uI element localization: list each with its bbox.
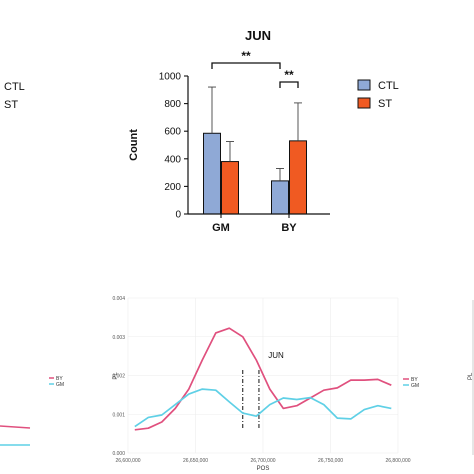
left-legend-st-label: ST [4, 99, 18, 111]
significance-bracket [211, 62, 281, 69]
line-xtick-label: 26,800,000 [385, 458, 410, 464]
line-series-by [134, 327, 392, 431]
bar-ytick-label: 0 [175, 210, 181, 221]
legend-label-st: ST [378, 98, 392, 110]
line-ytick-label: 0.000 [112, 451, 125, 457]
right-partial-panel: PL [468, 300, 474, 455]
line-ytick-label: 0.004 [112, 296, 125, 302]
legend-label-ctl: CTL [378, 80, 399, 92]
line-xtick-label: 26,750,000 [318, 458, 343, 464]
line-xtick-label: 26,700,000 [250, 458, 275, 464]
left-legend-gm-label: GM [56, 382, 64, 388]
significance-label: ** [284, 68, 294, 82]
bar-chart-title: JUN [245, 28, 271, 43]
bar-xtick-label: BY [281, 222, 297, 234]
line-xtick-label: 26,650,000 [183, 458, 208, 464]
significance-label: ** [241, 49, 251, 63]
line-ytick-label: 0.001 [112, 412, 125, 418]
bar-ytick-label: 1000 [159, 72, 182, 83]
bar-ytick-label: 400 [164, 154, 181, 165]
bar-chart: JUN Count 0 200 400 600 800 1000 GM BY ** ** CT… [128, 28, 399, 234]
bar-ytick-label: 800 [164, 99, 181, 110]
line-xlabel: POS [257, 466, 270, 472]
bar-chart-ylabel: Count [128, 129, 140, 161]
right-partial-ylabel: PL [468, 372, 474, 380]
bar-gm-ctl [203, 132, 221, 215]
line-xtick-label: 26,600,000 [115, 458, 140, 464]
left-legend-ctl-label: CTL [4, 81, 25, 93]
left-partial-panel: CTL ST BY GM [0, 81, 64, 446]
bar-by-ctl [271, 180, 289, 215]
bar-gm-st [221, 161, 239, 215]
bar-by-st [289, 140, 307, 215]
legend-swatch-st [357, 97, 371, 109]
line-series-gm [134, 388, 392, 428]
line-ytick-label: 0.002 [112, 374, 125, 380]
line-legend-label-by: BY [411, 377, 418, 383]
line-annotation: JUN [268, 351, 284, 360]
line-ylabel: PL [113, 372, 119, 380]
bar-ytick-label: 600 [164, 127, 181, 138]
bar-xtick-label: GM [212, 222, 230, 234]
left-legend-by-label: BY [56, 376, 63, 382]
left-line-pink-stub [0, 425, 31, 429]
line-legend-label-gm: GM [411, 383, 419, 389]
significance-bracket [279, 81, 299, 88]
line-ytick-label: 0.003 [112, 335, 125, 341]
bar-ytick-label: 200 [164, 182, 181, 193]
legend-swatch-ctl [357, 79, 371, 91]
line-chart: 0.000 0.001 0.002 0.003 0.004 26,600,000 26,6… [112, 296, 419, 472]
